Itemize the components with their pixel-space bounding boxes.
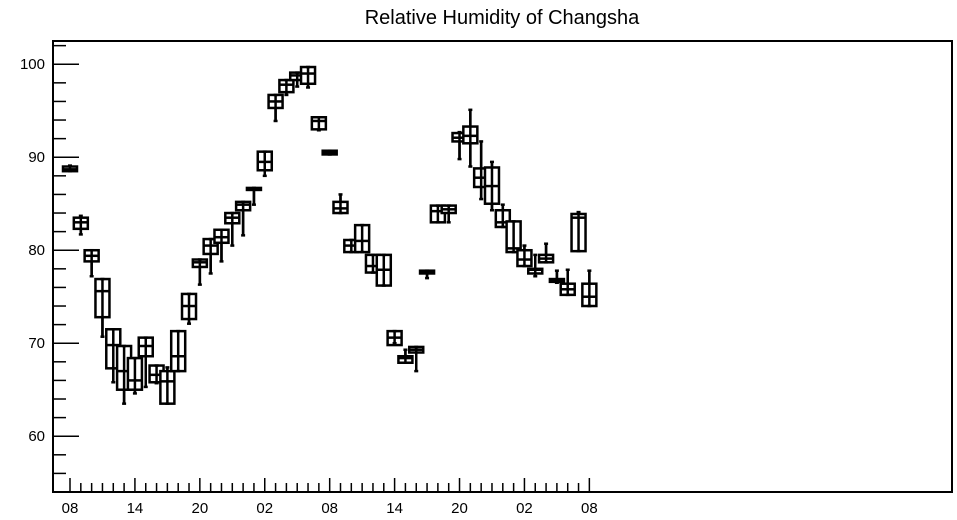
box-41 [505,220,522,254]
chart-title: Relative Humidity of Changsha [365,7,640,29]
box-15 [224,211,241,247]
box-14 [213,228,230,263]
box-16 [234,200,252,237]
box-6 [126,356,144,395]
box-17 [245,186,263,206]
box-9 [159,366,176,405]
box-46 [559,268,576,297]
x-tick-label: 20 [451,500,468,517]
box-27 [353,223,371,254]
x-tick-label: 14 [386,500,403,517]
y-axis: 60 70 80 90 100 [20,44,79,493]
box-19 [267,93,284,123]
y-tick-label: 100 [20,56,45,73]
box-31 [397,348,414,364]
x-tick-label: 08 [321,500,338,517]
x-tick-label: 20 [191,500,208,517]
box-35 [440,204,457,224]
box-24 [321,149,338,156]
y-tick-label: 70 [28,335,45,352]
box-22 [299,65,317,89]
box-1 [72,214,90,236]
box-series [61,65,598,405]
box-32 [407,345,425,373]
box-44 [537,242,555,264]
box-10 [169,329,187,373]
box-30 [386,329,403,347]
box-3 [94,277,111,338]
y-tick-label: 90 [28,149,45,166]
box-39 [483,160,501,212]
box-18 [256,150,274,178]
box-11 [180,292,198,325]
plot-frame [52,40,953,493]
box-42 [516,244,533,268]
box-47 [570,210,587,253]
box-2 [83,248,100,278]
box-25 [332,193,349,215]
box-43 [527,253,544,278]
x-tick-label: 08 [581,500,598,517]
box-33 [418,269,436,280]
box-36 [451,130,468,161]
x-tick-label: 02 [516,500,533,517]
x-tick-label: 08 [62,500,79,517]
box-0 [61,164,79,173]
box-20 [278,78,295,97]
box-23 [310,116,328,132]
y-tick-label: 60 [28,428,45,445]
y-tick-label: 80 [28,242,45,259]
x-axis: 08 14 20 02 08 14 20 02 08 [62,478,598,517]
box-29 [375,253,393,287]
box-7 [137,336,154,389]
box-12 [191,258,209,286]
x-tick-label: 14 [127,500,144,517]
x-tick-label: 02 [256,500,273,517]
box-37 [462,108,479,168]
box-45 [548,269,566,285]
box-48 [581,269,598,308]
box-13 [202,237,219,275]
